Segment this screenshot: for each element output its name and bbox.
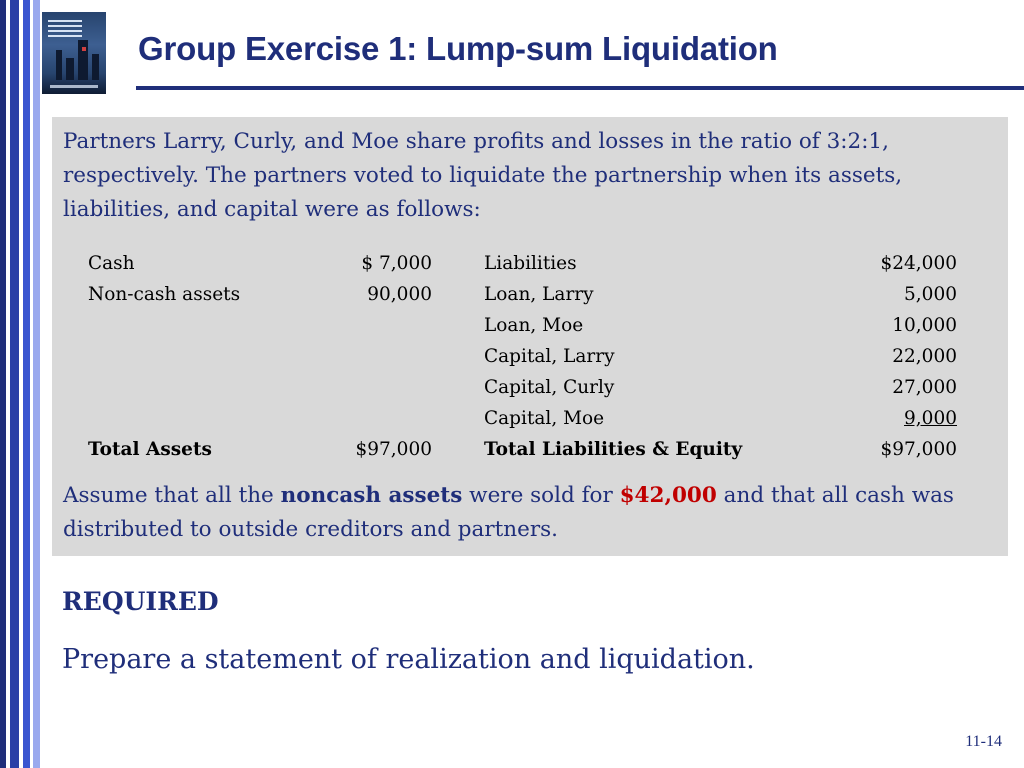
liability-label: Capital, Curly xyxy=(484,377,615,398)
total-liabilities-equity-value: $97,000 xyxy=(880,439,957,460)
table-row: Capital, Larry 22,000 xyxy=(88,341,957,372)
problem-statement-box: Partners Larry, Curly, and Moe share pro… xyxy=(52,117,1008,556)
liability-value: 27,000 xyxy=(892,377,957,398)
assumption-part-2: were sold for xyxy=(462,483,620,508)
asset-value xyxy=(304,372,432,403)
table-row: Loan, Moe 10,000 xyxy=(88,310,957,341)
liability-label: Capital, Larry xyxy=(484,346,615,367)
asset-label xyxy=(88,372,304,403)
asset-label xyxy=(88,341,304,372)
asset-value: $ 7,000 xyxy=(361,253,432,274)
asset-value xyxy=(304,403,432,434)
table-row: Capital, Curly 27,000 xyxy=(88,372,957,403)
title-divider xyxy=(136,86,1024,90)
liability-label: Capital, Moe xyxy=(484,408,605,429)
total-liabilities-equity-label: Total Liabilities & Equity xyxy=(484,439,743,460)
noncash-assets-emphasis: noncash assets xyxy=(280,483,463,508)
asset-label xyxy=(88,310,304,341)
asset-value xyxy=(304,310,432,341)
liability-value: 9,000 xyxy=(904,408,957,429)
left-decorative-stripes xyxy=(0,0,40,768)
slide-number: 11-14 xyxy=(965,733,1002,750)
liability-value: 5,000 xyxy=(904,284,957,305)
total-assets-value: $97,000 xyxy=(355,439,432,460)
liability-label: Loan, Moe xyxy=(484,315,584,336)
liability-value: 22,000 xyxy=(892,346,957,367)
liability-label: Loan, Larry xyxy=(484,284,594,305)
slide-title: Group Exercise 1: Lump-sum Liquidation xyxy=(138,30,778,67)
liability-value: $24,000 xyxy=(880,253,957,274)
sale-amount: $42,000 xyxy=(619,483,717,508)
liability-value: 10,000 xyxy=(892,315,957,336)
problem-intro: Partners Larry, Curly, and Moe share pro… xyxy=(63,129,903,222)
liability-label: Liabilities xyxy=(484,253,577,274)
total-row: Total Assets $97,000 Total Liabilities &… xyxy=(88,434,957,465)
assumption-text: Assume that all the noncash assets were … xyxy=(63,479,993,547)
asset-value xyxy=(304,341,432,372)
required-heading: REQUIRED xyxy=(62,587,219,616)
table-row: Capital, Moe 9,000 xyxy=(88,403,957,434)
book-cover-thumbnail xyxy=(42,12,106,94)
asset-label: Cash xyxy=(88,253,135,274)
asset-value: 90,000 xyxy=(367,284,432,305)
table-row: Cash $ 7,000 Liabilities $24,000 xyxy=(88,248,957,279)
asset-label xyxy=(88,403,304,434)
balance-sheet-table: Cash $ 7,000 Liabilities $24,000 Non-cas… xyxy=(88,248,957,465)
assumption-part-1: Assume that all the xyxy=(63,483,281,508)
required-text: Prepare a statement of realization and l… xyxy=(62,644,755,675)
assumption-part-3: and that all cash was distributed to out… xyxy=(63,483,954,542)
asset-label: Non-cash assets xyxy=(88,284,241,305)
table-row: Non-cash assets 90,000 Loan, Larry 5,000 xyxy=(88,279,957,310)
total-assets-label: Total Assets xyxy=(88,439,212,460)
